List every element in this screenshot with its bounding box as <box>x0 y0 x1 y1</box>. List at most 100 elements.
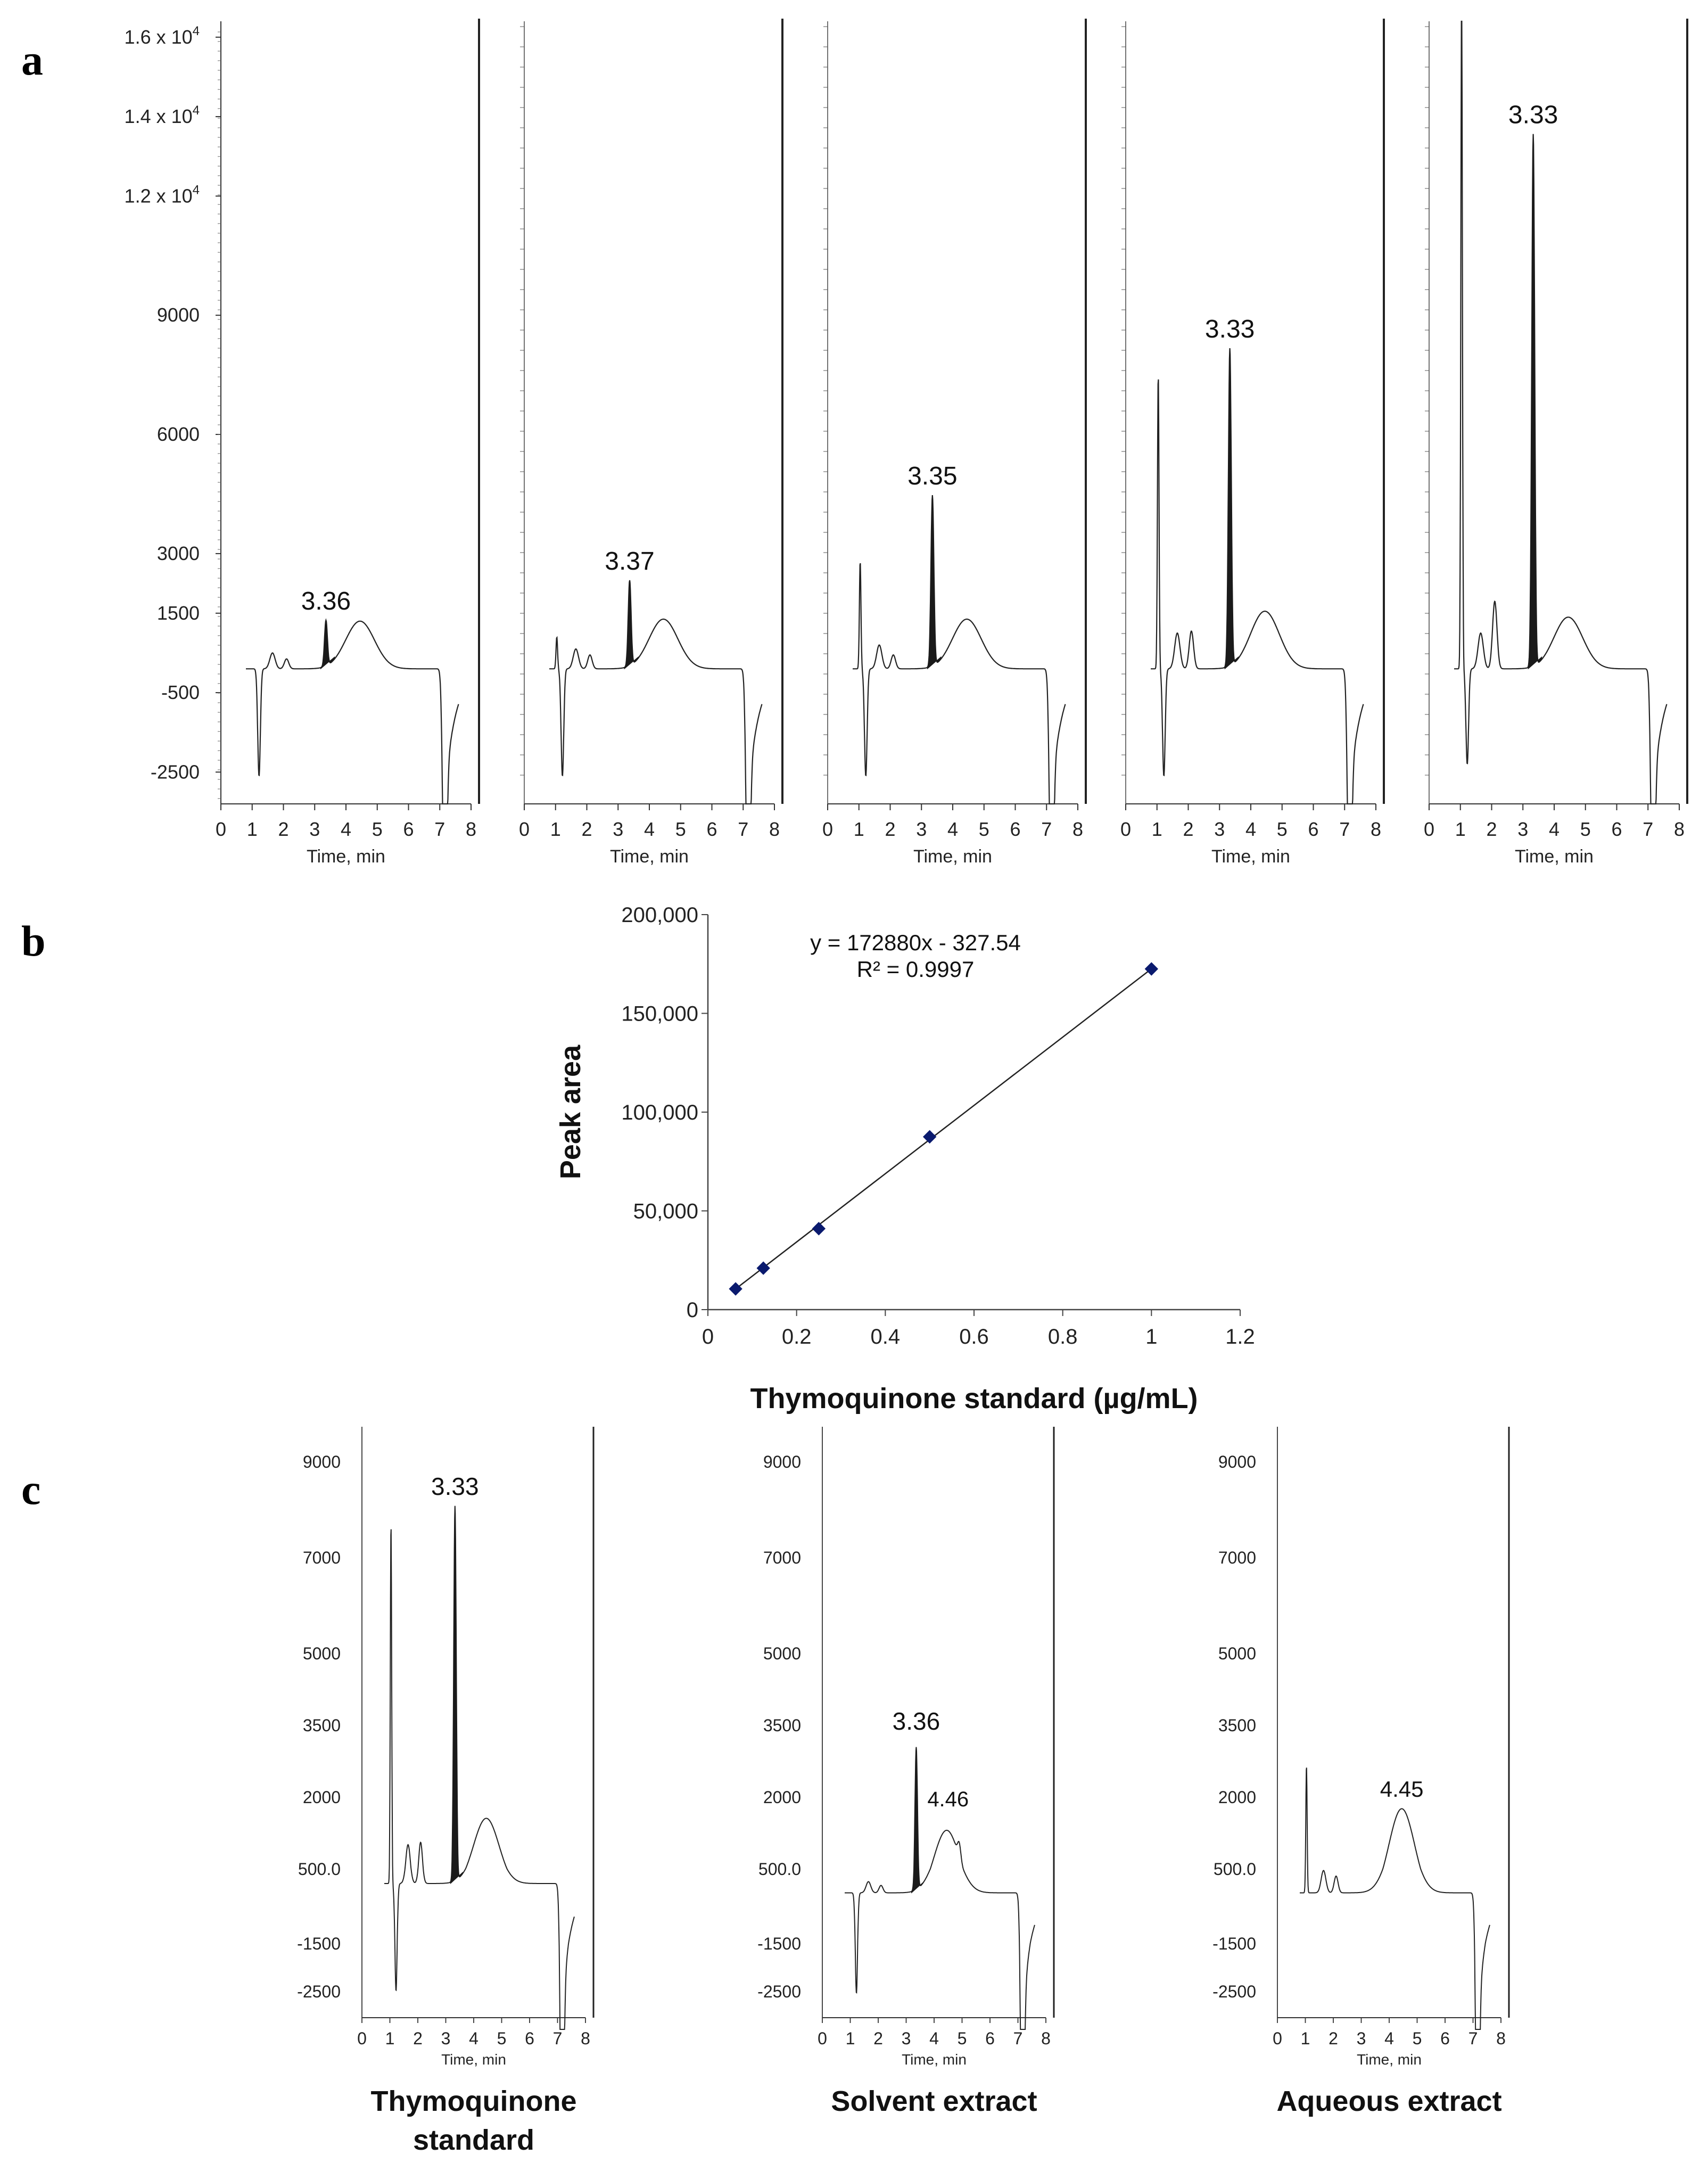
peak-label: 3.36 <box>893 1707 940 1735</box>
panel-c-caption-line2: standard <box>413 2124 534 2156</box>
panel-c-x-tick-label: 2 <box>413 2029 423 2048</box>
panel-b-r-squared: R² = 0.9997 <box>857 957 975 982</box>
panel-c-x-tick-label: 4 <box>1384 2029 1394 2048</box>
panel-a-x-tick-label: 3 <box>916 818 927 840</box>
panel-a-x-tick-label: 1 <box>550 818 561 840</box>
panel-b-x-tick-label: 0.8 <box>1048 1325 1078 1348</box>
panel-c-y-tick-label: 2000 <box>763 1788 801 1807</box>
panel-c-y-tick-label: 500.0 <box>1214 1860 1256 1879</box>
panel-c-y-tick-label: 500.0 <box>758 1860 801 1879</box>
panel-c-x-tick-label: 8 <box>581 2029 590 2048</box>
panel-c-x-tick-label: 6 <box>1440 2029 1450 2048</box>
panel-c-y-tick-label: 500.0 <box>298 1860 341 1879</box>
chromatogram-a-5: 0 1 2 3 4 5 6 7 8 Time, min 3.33 <box>1424 19 1688 867</box>
panel-c-x-tick-label: 4 <box>469 2029 478 2048</box>
panel-b-x-tick-label: 0.4 <box>871 1325 901 1348</box>
panel-a-x-tick-label: 3 <box>1517 818 1528 840</box>
panel-c-caption: Thymoquinone <box>371 2085 577 2117</box>
panel-a-x-tick-label: 4 <box>341 818 351 840</box>
panel-c-y-tick-label: 7000 <box>303 1548 341 1567</box>
panel-a-x-label: Time, min <box>1211 846 1290 867</box>
panel-c-y-tick-label: -2500 <box>1212 1982 1256 2001</box>
peak-label: 4.45 <box>1380 1777 1424 1802</box>
panel-c-x-tick-label: 6 <box>985 2029 995 2048</box>
panel-a-x-tick-label: 7 <box>1041 818 1052 840</box>
panel-b-trendline <box>733 968 1152 1292</box>
panel-b-equation: y = 172880x - 327.54 <box>810 930 1021 955</box>
panel-c-caption: Aqueous extract <box>1276 2085 1501 2117</box>
panel-c-caption: Solvent extract <box>831 2085 1037 2117</box>
panel-c-x-tick-label: 5 <box>497 2029 507 2048</box>
panel-a-y-tick-label: -2500 <box>151 761 200 783</box>
chromatogram-trace <box>845 1747 1035 2030</box>
panel-a-y-tick-label: 9000 <box>157 304 200 326</box>
chromatogram-trace <box>1454 20 1668 805</box>
panel-b-x-tick-label: 0.2 <box>782 1325 812 1348</box>
panel-a-x-tick-label: 3 <box>613 818 623 840</box>
peak-fill <box>911 1747 925 1894</box>
chromatogram-a-3: 0 1 2 3 4 5 6 7 8 Time, min 3.35 <box>822 19 1087 867</box>
peak-fill <box>320 619 335 670</box>
panel-a-x-tick-label: 1 <box>1455 818 1466 840</box>
panel-c-y-tick-label: 2000 <box>303 1788 341 1807</box>
panel-c-x-tick-label: 2 <box>1329 2029 1338 2048</box>
panel-c-x-label: Time, min <box>441 2051 506 2068</box>
panel-b-x-tick-label: 1.2 <box>1225 1325 1255 1348</box>
panel-a-x-tick-label: 0 <box>1120 818 1131 840</box>
panel-c-x-tick-label: 3 <box>441 2029 451 2048</box>
panel-a-x-tick-label: 0 <box>519 818 530 840</box>
panel-a-x-tick-label: 0 <box>822 818 833 840</box>
panel-c-x-tick-label: 6 <box>525 2029 534 2048</box>
panel-a-x-label: Time, min <box>1515 846 1594 867</box>
panel-a-x-label: Time, min <box>913 846 992 867</box>
chromatogram-a-1: 0 1 2 3 4 5 6 7 8 Time, min 3.36 <box>216 19 480 867</box>
panel-b-data-point <box>1144 962 1159 976</box>
panel-a-x-tick-label: 6 <box>1010 818 1020 840</box>
panel-c-x-tick-label: 1 <box>385 2029 395 2048</box>
panel-c-y-tick-label: 7000 <box>1218 1548 1256 1567</box>
panel-c-y-tick-label: -2500 <box>297 1982 341 2001</box>
panel-a-x-tick-label: 4 <box>947 818 958 840</box>
panel-a-x-tick-label: 5 <box>979 818 989 840</box>
panel-a-x-tick-label: 5 <box>1580 818 1591 840</box>
peak-fill <box>624 580 639 670</box>
panel-a-x-tick-label: 0 <box>216 818 226 840</box>
second-peak-label: 4.46 <box>927 1788 969 1811</box>
panel-b-x-tick-label: 0 <box>702 1325 714 1348</box>
panel-b-data-point <box>729 1282 742 1296</box>
panel-a-x-tick-label: 8 <box>769 818 780 840</box>
panel-a-x-tick-label: 7 <box>738 818 748 840</box>
panel-a-x-tick-label: 3 <box>309 818 320 840</box>
chromatogram-c-1: 9000 7000 5000 3500 2000 500.0 -1500 -2500 0 1 2 3 4… <box>297 1427 595 2156</box>
chromatogram-trace <box>549 580 763 805</box>
chromatogram-trace <box>1300 1767 1490 2030</box>
panel-b-x-tick-label: 0.6 <box>959 1325 989 1348</box>
panel-c-x-tick-label: 7 <box>1013 2029 1023 2048</box>
chromatogram-trace <box>1151 348 1364 805</box>
panel-label-a: a <box>21 36 43 84</box>
panel-a-x-tick-label: 4 <box>1549 818 1560 840</box>
panel-a-x-label: Time, min <box>610 846 689 867</box>
panel-c-x-tick-label: 3 <box>902 2029 911 2048</box>
chromatogram-trace <box>853 495 1066 805</box>
panel-c-y-tick-label: 9000 <box>1218 1452 1256 1471</box>
chromatogram-trace <box>246 618 459 805</box>
panel-b-data-point <box>756 1261 770 1275</box>
panel-c-x-tick-label: 4 <box>929 2029 939 2048</box>
peak-fill <box>1224 348 1239 670</box>
panel-c-x-tick-label: 1 <box>1301 2029 1310 2048</box>
panel-b-y-tick-label: 100,000 <box>621 1101 698 1124</box>
panel-a-x-tick-label: 3 <box>1214 818 1225 840</box>
panel-b-y-tick-label: 0 <box>687 1298 698 1322</box>
panel-a-x-tick-label: 1 <box>1152 818 1162 840</box>
panel-a-x-tick-label: 7 <box>434 818 445 840</box>
peak-label: 3.36 <box>301 587 351 615</box>
peak-label: 3.35 <box>907 462 957 490</box>
panel-a-x-tick-label: 2 <box>1486 818 1497 840</box>
panel-c-y-tick-label: 3500 <box>1218 1716 1256 1735</box>
panel-a-x-label: Time, min <box>307 846 385 867</box>
panel-b-y-label: Peak area <box>555 1045 587 1179</box>
